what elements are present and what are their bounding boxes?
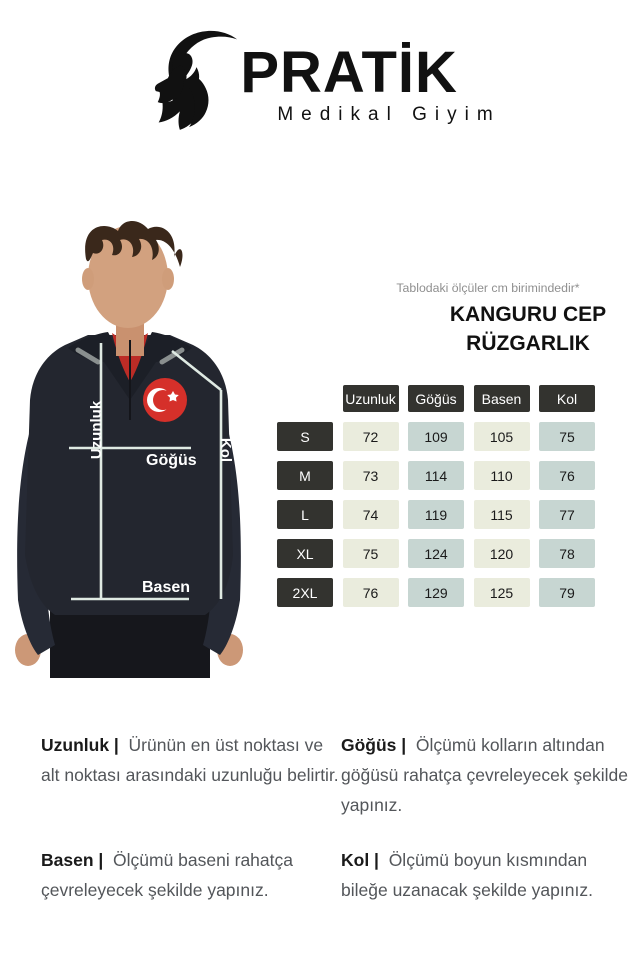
svg-text:Uzunluk: Uzunluk [88, 400, 105, 459]
svg-text:Basen: Basen [142, 579, 190, 596]
svg-text:Kol: Kol [217, 438, 234, 462]
svg-text:Göğüs: Göğüs [146, 452, 197, 469]
